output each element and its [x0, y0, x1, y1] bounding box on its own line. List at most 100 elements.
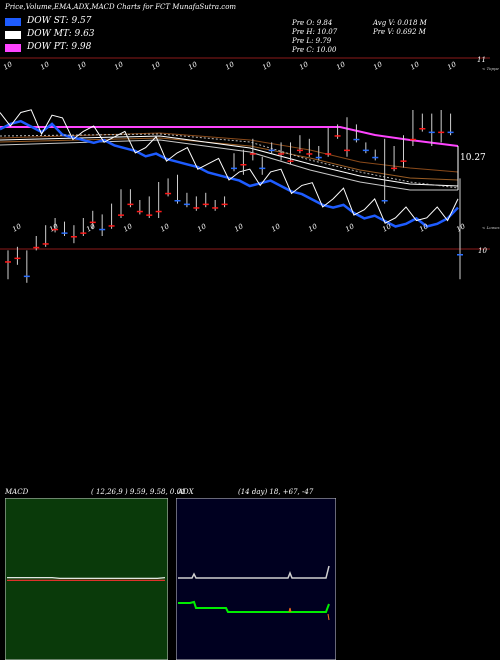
dow-mt-label: DOW MT: 9.63 — [27, 29, 95, 39]
price-bottom-tick-label: 10 — [85, 222, 97, 234]
price-bottom-tick-label: 10 — [11, 222, 23, 234]
price-bottom-tick-label: 10 — [122, 222, 134, 234]
adx-panel: ADX (14 day) 18, +67, -47 — [176, 488, 336, 660]
price-top-tick-label: 10 — [446, 60, 458, 72]
candle-body — [315, 156, 322, 159]
price-top-tick-label: 10 — [372, 60, 384, 72]
candle-body — [325, 153, 332, 155]
price-top-tick-label: 10 — [113, 60, 125, 72]
price-top-tick-label: 10 — [335, 60, 347, 72]
macd-chart — [5, 498, 168, 660]
candle-body — [108, 225, 115, 227]
candle-body — [287, 160, 294, 162]
dow-pt-legend: DOW PT: 9.98 — [5, 42, 165, 55]
price-bottom-tick-label: 10 — [455, 222, 467, 234]
candle-body — [14, 257, 21, 260]
dow-st-legend: DOW ST: 9.57 — [5, 16, 165, 29]
candle-body — [99, 228, 106, 231]
candle-right-label: 10 — [478, 247, 487, 255]
candle-body — [381, 200, 388, 202]
adx-params: (14 day) 18, +67, -47 — [238, 488, 314, 496]
adx-background — [176, 498, 336, 660]
price-close-line — [0, 109, 459, 224]
candle-body — [42, 243, 49, 245]
candle-body — [249, 153, 256, 155]
adx-line — [178, 565, 330, 579]
price-bottom-tick-label: 10 — [48, 222, 60, 234]
candle-body — [193, 207, 200, 209]
candle-body — [70, 236, 77, 238]
candle-body — [212, 207, 219, 209]
stat-pre-close: Pre C: 10.00 — [292, 46, 337, 54]
candle-tiny-right-label: < Lowes — [482, 225, 500, 230]
ema-short-line — [0, 139, 458, 191]
candle-body — [334, 135, 341, 137]
dow-mt-legend: DOW MT: 9.63 — [5, 29, 165, 42]
dow-mt-swatch — [5, 31, 21, 39]
candle-body — [391, 167, 398, 170]
price-top-tick-label: 10 — [39, 60, 51, 72]
macd-background — [5, 498, 168, 660]
macd-panel: MACD ( 12,26,9 ) 9.59, 9.58, 0.01 — [5, 488, 186, 660]
candle-body — [409, 138, 416, 141]
candle-body — [353, 138, 360, 141]
stat-avg-volume: Avg V: 0.018 M — [373, 19, 427, 27]
dow-pt-swatch — [5, 44, 21, 52]
candle-body — [89, 221, 96, 224]
price-top-tick-label: 10 — [187, 60, 199, 72]
candle-body — [438, 131, 445, 134]
price-tiny-right-label: < Toppe — [482, 66, 500, 71]
price-top-axis-labels: 10 10 10 10 10 10 10 10 10 10 10 10 10 — [2, 60, 458, 72]
price-top-tick-label: 10 — [409, 60, 421, 72]
candle-body — [268, 149, 275, 152]
ema-long-line — [0, 132, 459, 173]
candle-body — [155, 210, 162, 213]
candle-body — [174, 200, 181, 202]
candle-body — [127, 203, 134, 206]
candle-body — [296, 149, 303, 152]
candle-body — [5, 261, 11, 263]
candle-body — [146, 214, 153, 216]
candle-body — [183, 203, 190, 206]
candle-body — [221, 203, 228, 206]
candle-body — [80, 232, 87, 234]
candle-body — [61, 232, 68, 234]
candle-body — [118, 214, 124, 216]
price-top-tick-label: 10 — [76, 60, 88, 72]
candle-body — [23, 275, 30, 278]
candle-body — [344, 149, 350, 152]
candle-body — [52, 228, 59, 231]
ema-st-line — [0, 119, 459, 228]
price-top-tick-label: 10 — [298, 60, 310, 72]
adx-chart — [176, 498, 336, 660]
macd-params: ( 12,26,9 ) 9.59, 9.58, 0.01 — [91, 488, 186, 496]
candle-body — [362, 149, 369, 152]
chart-title: Price,Volume,EMA,ADX,MACD Charts for FCT… — [5, 3, 237, 11]
stat-pre-volume: Pre V: 0.692 M — [373, 28, 426, 36]
stat-pre-open: Pre O: 9.84 — [292, 19, 333, 27]
price-top-tick-label: 10 — [224, 60, 236, 72]
adx-minus-di-line — [288, 607, 330, 621]
price-bottom-tick-label: 10 — [270, 222, 282, 234]
price-bottom-axis-labels: 10 10 10 10 10 10 10 10 10 10 10 10 10 — [11, 222, 467, 234]
candle-body — [165, 192, 172, 195]
candle-body — [231, 167, 237, 170]
candle-body — [240, 164, 247, 166]
adx-label: ADX — [178, 488, 194, 496]
price-bottom-tick-label: 10 — [381, 222, 393, 234]
candle-body — [419, 128, 426, 130]
price-right-label: 11 — [477, 56, 486, 64]
ema-dotted-line — [0, 133, 459, 189]
macd-line — [7, 577, 166, 579]
price-bottom-tick-label: 10 — [418, 222, 430, 234]
price-top-tick-label: 10 — [2, 60, 14, 72]
price-bottom-tick-label: 10 — [233, 222, 245, 234]
dow-st-swatch — [5, 18, 21, 26]
candle-body — [447, 131, 454, 134]
candle-body — [428, 131, 435, 134]
macd-lines — [7, 577, 166, 581]
ema-lines — [0, 109, 459, 228]
candle-body — [33, 246, 40, 249]
price-top-tick-label: 10 — [150, 60, 162, 72]
price-top-tick-label: 10 — [261, 60, 273, 72]
